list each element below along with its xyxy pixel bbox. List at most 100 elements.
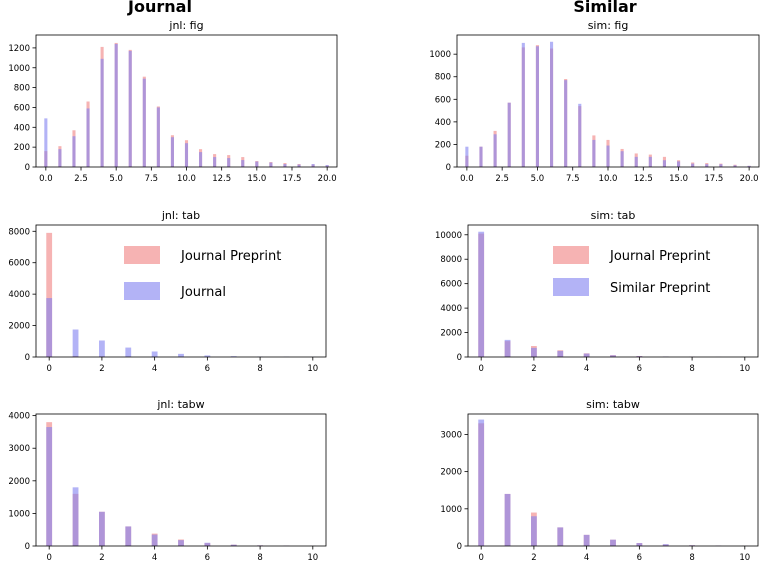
bar bbox=[46, 427, 53, 546]
y-tick-label: 0 bbox=[25, 163, 30, 173]
bar bbox=[241, 160, 245, 167]
y-tick-label: 1200 bbox=[8, 44, 30, 54]
x-tick-label: 5.0 bbox=[531, 174, 545, 184]
bar bbox=[535, 46, 539, 167]
bar bbox=[719, 164, 723, 167]
y-tick-label: 4000 bbox=[440, 304, 462, 314]
subplot-jnl-tab: jnl: tab 0 2 4 6 8 10 0 2000 4000 6000 8000 Journal … bbox=[8, 209, 327, 374]
y-tick-label: 6000 bbox=[8, 259, 30, 269]
bar bbox=[204, 355, 211, 357]
bar bbox=[283, 164, 287, 167]
bar bbox=[178, 540, 184, 546]
subplot-title: jnl: tab bbox=[161, 209, 200, 222]
x-tick-label: 4 bbox=[152, 553, 157, 563]
x-tick-label: 0 bbox=[46, 364, 51, 374]
legend-label: Similar Preprint bbox=[610, 281, 710, 296]
bar bbox=[564, 80, 568, 167]
y-tick-label: 2000 bbox=[8, 477, 30, 487]
bar bbox=[504, 493, 511, 546]
y-tick-label: 200 bbox=[14, 143, 30, 153]
x-tick-label: 2.5 bbox=[495, 174, 509, 184]
bar bbox=[156, 107, 160, 167]
bar bbox=[583, 353, 590, 357]
y-tick-label: 0 bbox=[457, 542, 462, 552]
y-tick-label: 3000 bbox=[8, 444, 30, 454]
x-tick-label: 0 bbox=[478, 553, 483, 563]
bar bbox=[99, 340, 105, 357]
x-tick-label: 0.0 bbox=[460, 174, 474, 184]
x-tick-label: 0 bbox=[46, 553, 51, 563]
bar bbox=[636, 356, 643, 357]
bar bbox=[269, 162, 273, 167]
bar bbox=[72, 136, 76, 167]
bar bbox=[636, 543, 643, 546]
subplot-title: sim: tab bbox=[591, 209, 636, 222]
y-tick-label: 1000 bbox=[440, 505, 462, 515]
subplot-sim-tab: sim: tab 0 2 4 6 8 10 0 2000 4000 6000 8000 10000 Jou… bbox=[435, 209, 759, 374]
x-tick-label: 2 bbox=[531, 553, 536, 563]
x-tick-label: 6 bbox=[205, 553, 210, 563]
bar bbox=[58, 149, 62, 167]
bar bbox=[583, 534, 590, 546]
bar bbox=[255, 161, 259, 167]
bar bbox=[213, 157, 217, 167]
y-tick-label: 8000 bbox=[440, 255, 462, 265]
bar bbox=[557, 527, 564, 546]
legend-swatch bbox=[553, 278, 589, 296]
y-tick-label: 4000 bbox=[8, 412, 30, 422]
x-tick-label: 20.0 bbox=[740, 174, 759, 184]
bar bbox=[691, 163, 695, 167]
y-tick-label: 600 bbox=[14, 103, 30, 113]
column-title-similar: Similar bbox=[573, 0, 637, 16]
x-tick-label: 10 bbox=[739, 553, 750, 563]
x-tick-label: 17.5 bbox=[704, 174, 723, 184]
subplot-jnl-fig: jnl: fig 0.0 2.5 5.0 7.5 10.0 12.5 15.0 17.5 20.0… bbox=[8, 19, 338, 184]
bar bbox=[151, 351, 158, 357]
bar bbox=[634, 156, 638, 167]
y-tick-label: 2000 bbox=[8, 322, 30, 332]
bar bbox=[504, 339, 511, 357]
x-tick-label: 6 bbox=[637, 364, 642, 374]
plot-frame bbox=[467, 413, 759, 547]
x-tick-label: 2 bbox=[99, 364, 104, 374]
x-tick-label: 2.5 bbox=[74, 174, 88, 184]
x-tick-label: 2 bbox=[531, 364, 536, 374]
bar bbox=[297, 164, 301, 167]
bar bbox=[478, 231, 485, 357]
legend-label: Journal Preprint bbox=[609, 249, 710, 264]
bar bbox=[86, 108, 90, 167]
subplot-title: sim: fig bbox=[588, 19, 629, 32]
x-tick-label: 6 bbox=[637, 553, 642, 563]
bar bbox=[325, 165, 329, 167]
legend-swatch bbox=[124, 282, 160, 300]
bar bbox=[507, 102, 511, 167]
bar bbox=[705, 164, 709, 167]
y-tick-label: 200 bbox=[435, 140, 451, 150]
x-tick-label: 4 bbox=[152, 364, 157, 374]
legend-label: Journal Preprint bbox=[180, 249, 281, 264]
x-tick-label: 10.0 bbox=[599, 174, 618, 184]
y-tick-label: 2000 bbox=[440, 329, 462, 339]
bar bbox=[204, 542, 211, 546]
bar bbox=[465, 146, 469, 167]
bar bbox=[72, 329, 79, 357]
bar bbox=[493, 134, 497, 167]
x-tick-label: 2 bbox=[99, 553, 104, 563]
x-tick-label: 4 bbox=[584, 364, 589, 374]
bar bbox=[178, 353, 184, 357]
bar bbox=[230, 544, 237, 546]
bar bbox=[610, 539, 616, 546]
bar bbox=[114, 43, 118, 167]
legend-swatch bbox=[553, 246, 589, 264]
plot-frame bbox=[35, 224, 327, 358]
bar bbox=[648, 156, 652, 167]
bar bbox=[128, 50, 132, 167]
bar bbox=[677, 161, 681, 167]
x-tick-label: 8 bbox=[257, 553, 262, 563]
bar bbox=[125, 526, 132, 546]
bar bbox=[610, 355, 616, 357]
bar bbox=[311, 164, 315, 167]
bar bbox=[578, 103, 582, 167]
plot-frame bbox=[35, 413, 327, 547]
y-tick-label: 6000 bbox=[440, 280, 462, 290]
